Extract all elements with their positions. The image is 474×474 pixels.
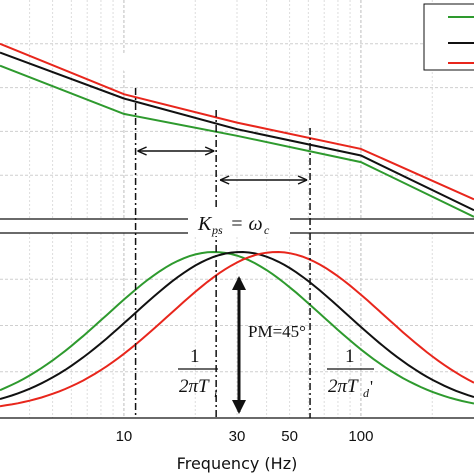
x-axis-label: Frequency (Hz) [177,454,298,473]
magnitude-panel [0,0,474,220]
magnitude-series-1-line [0,51,474,212]
ti-denominator: 2πT [179,376,210,397]
curve-gap-marker [121,48,147,76]
magnitude-series-0-line [0,64,474,218]
x-tick-label-30: 30 [229,428,246,445]
legend-box [423,3,474,71]
ti-span-arrow-head-left [137,146,147,156]
phase-series-0-line [0,250,474,405]
td-span-arrow-head-right [297,175,308,185]
legend [423,3,474,71]
pm-arrow-head-bottom [232,400,246,414]
phase-panel [0,232,474,419]
ti-subscript: i [214,386,217,400]
kps-c-subscript: c [264,223,270,237]
td-numerator: 1 [345,346,355,367]
magnitude-series-2-line [0,42,474,201]
pm-label: PM=45° [248,322,306,341]
pm-arrow-head-top [232,276,246,290]
x-tick-label-10: 10 [116,428,133,445]
kps-annotation: K ps = ω c [188,209,290,237]
td-fraction: 1 2πT d ' [327,346,374,400]
phase-series-1-line [0,250,474,400]
td-span-arrow-head-left [219,175,230,185]
td-subscript: d [363,386,370,400]
ti-fraction: 1 2πT i [178,346,218,400]
x-tick-label-100: 100 [348,428,373,445]
kps-letter: K [197,213,213,235]
x-tick-labels: 10 30 50 100 [116,428,374,445]
phase-series-2-line [0,250,474,408]
ti-numerator: 1 [190,346,200,367]
annotation-layer [134,88,311,418]
kps-equals: = ω [230,213,263,235]
x-tick-label-50: 50 [281,428,298,445]
kps-subscript: ps [211,223,223,237]
pm-annotation: PM=45° [248,322,306,341]
td-denominator: 2πT [328,376,359,397]
ti-span-arrow-head-right [204,146,215,156]
td-prime: ' [370,377,373,396]
